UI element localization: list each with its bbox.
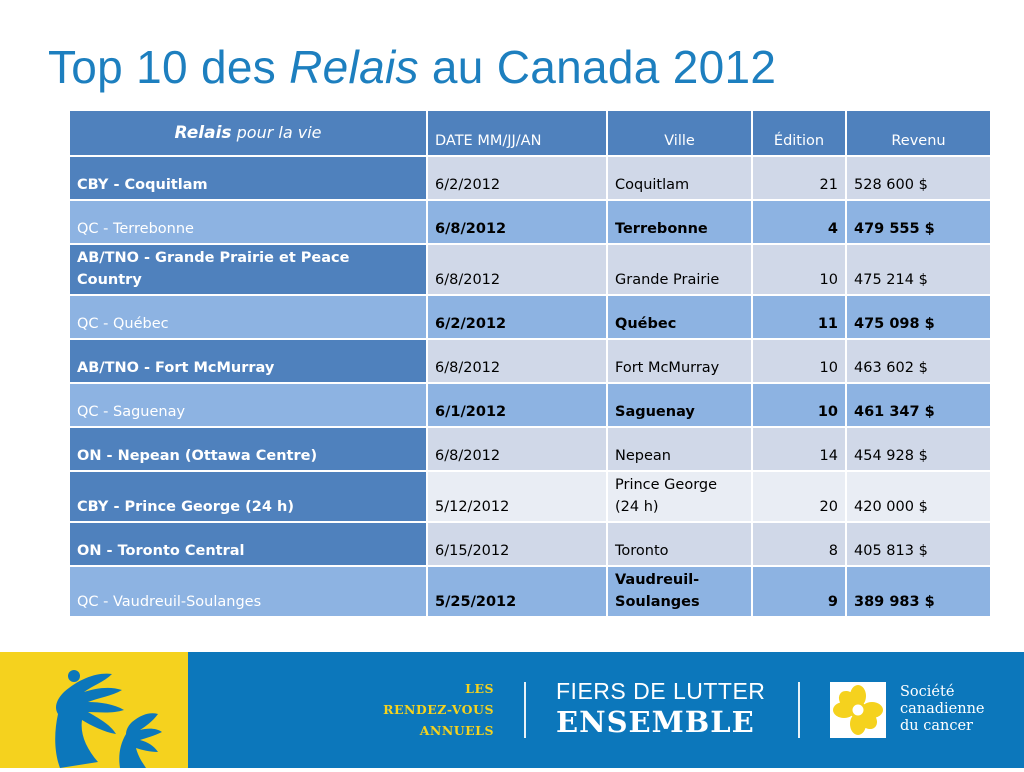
header-ville: Ville xyxy=(606,109,753,157)
rdv-line-1: LES xyxy=(465,681,494,696)
cell-revenu: 420 000 $ xyxy=(845,470,992,523)
footer-banner: LES RENDEZ-VOUS ANNUELS FIERS DE LUTTER … xyxy=(0,652,1024,768)
cell-ville: Prince George (24 h) xyxy=(606,470,753,523)
cell-name: CBY - Coquitlam xyxy=(68,155,428,201)
rdv-line-2: RENDEZ-VOUS xyxy=(383,702,494,717)
cell-date: 5/12/2012 xyxy=(426,470,608,523)
cell-ville: Nepean xyxy=(606,426,753,472)
footer-divider xyxy=(524,682,526,738)
organization-name: Société canadienne du cancer xyxy=(900,684,985,735)
table-row: QC - Terrebonne 6/8/2012 Terrebonne 4 47… xyxy=(68,199,992,245)
cell-ville: Saguenay xyxy=(606,382,753,428)
cell-name: QC - Terrebonne xyxy=(68,199,428,245)
cell-edition: 8 xyxy=(751,521,847,567)
title-italic: Relais xyxy=(289,41,419,93)
cell-ville: Québec xyxy=(606,294,753,340)
cell-date: 6/2/2012 xyxy=(426,294,608,340)
table-row: AB/TNO - Fort McMurray 6/8/2012 Fort McM… xyxy=(68,338,992,384)
hands-icon xyxy=(55,670,162,768)
cell-date: 6/1/2012 xyxy=(426,382,608,428)
slogan: FIERS DE LUTTER ENSEMBLE xyxy=(556,678,765,740)
cell-revenu: 475 214 $ xyxy=(845,243,992,296)
org-line-3: du cancer xyxy=(900,718,973,734)
cell-edition: 11 xyxy=(751,294,847,340)
title-suffix: au Canada 2012 xyxy=(418,41,777,93)
cell-revenu: 463 602 $ xyxy=(845,338,992,384)
header-date: DATE MM/JJ/AN xyxy=(426,109,608,157)
table-row: AB/TNO - Grande Prairie et Peace Country… xyxy=(68,243,992,296)
page-title: Top 10 des Relais au Canada 2012 xyxy=(48,40,776,94)
cell-name: ON - Toronto Central xyxy=(68,521,428,567)
cell-edition: 4 xyxy=(751,199,847,245)
cell-date: 6/8/2012 xyxy=(426,426,608,472)
org-line-2: canadienne xyxy=(900,701,985,717)
cell-edition: 9 xyxy=(751,565,847,618)
cell-date: 6/2/2012 xyxy=(426,155,608,201)
cell-edition: 10 xyxy=(751,243,847,296)
footer-divider xyxy=(798,682,800,738)
table-row: QC - Vaudreuil-Soulanges 5/25/2012 Vaudr… xyxy=(68,565,992,618)
cell-revenu: 389 983 $ xyxy=(845,565,992,618)
cell-name: QC - Saguenay xyxy=(68,382,428,428)
daffodil-logo-icon xyxy=(830,682,886,738)
cell-revenu: 475 098 $ xyxy=(845,294,992,340)
cell-edition: 10 xyxy=(751,338,847,384)
cell-name: QC - Vaudreuil-Soulanges xyxy=(68,565,428,618)
cell-date: 6/8/2012 xyxy=(426,243,608,296)
cell-revenu: 405 813 $ xyxy=(845,521,992,567)
relais-table: Relais pour la vie DATE MM/JJ/AN Ville É… xyxy=(68,109,992,618)
cell-name: CBY - Prince George (24 h) xyxy=(68,470,428,523)
table-header-row: Relais pour la vie DATE MM/JJ/AN Ville É… xyxy=(68,109,992,157)
footer-yellow-panel xyxy=(0,652,188,768)
cell-revenu: 461 347 $ xyxy=(845,382,992,428)
cell-revenu: 454 928 $ xyxy=(845,426,992,472)
cell-name: ON - Nepean (Ottawa Centre) xyxy=(68,426,428,472)
cell-revenu: 528 600 $ xyxy=(845,155,992,201)
cell-name: AB/TNO - Fort McMurray xyxy=(68,338,428,384)
cell-date: 6/8/2012 xyxy=(426,338,608,384)
cell-ville: Vaudreuil-Soulanges xyxy=(606,565,753,618)
header-edition: Édition xyxy=(751,109,847,157)
slogan-line-1: FIERS DE LUTTER xyxy=(556,678,766,704)
table-row: QC - Saguenay 6/1/2012 Saguenay 10 461 3… xyxy=(68,382,992,428)
org-line-1: Société xyxy=(900,684,955,700)
header-revenu: Revenu xyxy=(845,109,992,157)
cell-revenu: 479 555 $ xyxy=(845,199,992,245)
table-row: CBY - Prince George (24 h) 5/12/2012 Pri… xyxy=(68,470,992,523)
cell-name: QC - Québec xyxy=(68,294,428,340)
cell-edition: 14 xyxy=(751,426,847,472)
cell-ville: Fort McMurray xyxy=(606,338,753,384)
title-prefix: Top 10 des xyxy=(48,41,290,93)
rdv-line-3: ANNUELS xyxy=(419,723,494,738)
slogan-line-2: ENSEMBLE xyxy=(556,705,755,739)
cell-edition: 20 xyxy=(751,470,847,523)
table-row: ON - Nepean (Ottawa Centre) 6/8/2012 Nep… xyxy=(68,426,992,472)
cell-ville: Toronto xyxy=(606,521,753,567)
cell-edition: 21 xyxy=(751,155,847,201)
cell-edition: 10 xyxy=(751,382,847,428)
rendez-vous-annuels-text: LES RENDEZ-VOUS ANNUELS xyxy=(383,678,494,741)
cell-date: 5/25/2012 xyxy=(426,565,608,618)
table-row: CBY - Coquitlam 6/2/2012 Coquitlam 21 52… xyxy=(68,155,992,201)
table-row: ON - Toronto Central 6/15/2012 Toronto 8… xyxy=(68,521,992,567)
cell-ville: Terrebonne xyxy=(606,199,753,245)
cell-ville: Coquitlam xyxy=(606,155,753,201)
table-row: QC - Québec 6/2/2012 Québec 11 475 098 $ xyxy=(68,294,992,340)
cell-date: 6/8/2012 xyxy=(426,199,608,245)
cell-name: AB/TNO - Grande Prairie et Peace Country xyxy=(68,243,428,296)
header-relais: Relais pour la vie xyxy=(68,109,428,157)
cell-date: 6/15/2012 xyxy=(426,521,608,567)
cell-ville: Grande Prairie xyxy=(606,243,753,296)
